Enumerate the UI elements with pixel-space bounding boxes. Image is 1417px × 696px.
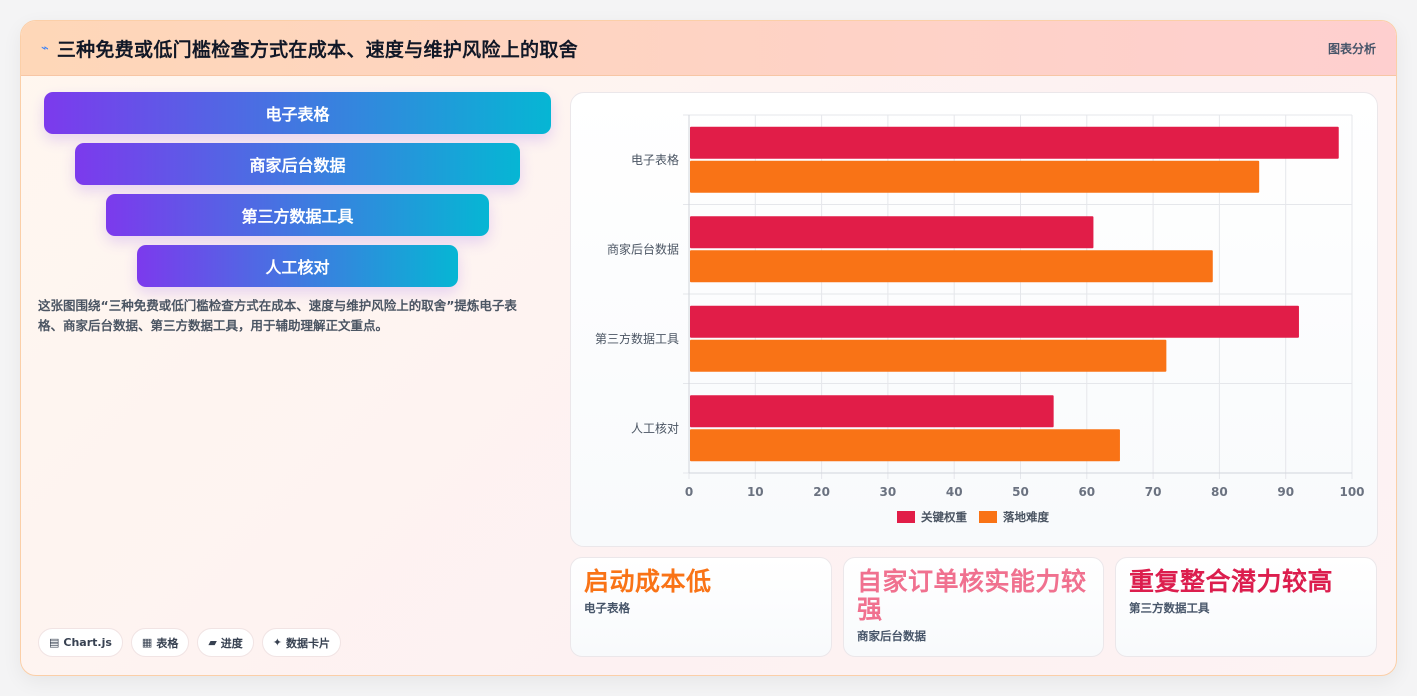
- bar-weight: [690, 126, 1339, 159]
- y-tick-label: 电子表格: [631, 152, 679, 167]
- chip-label: 进度: [220, 636, 243, 650]
- y-tick-label: 商家后台数据: [607, 241, 679, 256]
- x-tick-label: 100: [1339, 485, 1364, 499]
- chart-card: 0 10 20 30 40 50 60 70 80 90 100 电子表格商家后台数据第三方数据工具人…: [570, 92, 1378, 547]
- bar-weight: [690, 395, 1054, 428]
- kpi-card: 重复整合潜力较高 第三方数据工具: [1115, 557, 1377, 657]
- progress-icon: ▰: [208, 636, 217, 649]
- x-tick-label: 60: [1078, 485, 1095, 499]
- tech-chips: ▤ Chart.js ▦ 表格 ▰ 进度 ✦ 数据卡片: [38, 628, 342, 657]
- funnel-item: 电子表格: [44, 92, 551, 134]
- bar-difficulty: [690, 429, 1120, 462]
- legend-swatch: [979, 511, 997, 523]
- chart-icon: ▤: [49, 636, 60, 649]
- bar-difficulty: [690, 339, 1167, 372]
- header: ⌁ 三种免费或低门槛检查方式在成本、速度与维护风险上的取舍 图表分析: [21, 21, 1396, 76]
- bar-weight: [690, 216, 1094, 249]
- kpi-value: 启动成本低: [584, 567, 712, 596]
- x-tick-label: 10: [747, 485, 764, 499]
- kpi-value: 重复整合潜力较高: [1129, 567, 1334, 596]
- x-tick-label: 0: [685, 485, 693, 499]
- kpi-label: 商家后台数据: [857, 629, 926, 643]
- legend-label: 落地难度: [1003, 510, 1049, 524]
- funnel-item: 人工核对: [137, 245, 458, 287]
- x-tick-label: 70: [1145, 485, 1162, 499]
- bar-difficulty: [690, 250, 1213, 283]
- x-tick-label: 30: [880, 485, 897, 499]
- kpi-label: 第三方数据工具: [1129, 601, 1210, 615]
- bar-weight: [690, 305, 1299, 338]
- x-tick-label: 40: [946, 485, 963, 499]
- page-title: 三种免费或低门槛检查方式在成本、速度与维护风险上的取舍: [56, 38, 578, 61]
- funnel-item: 商家后台数据: [75, 143, 520, 185]
- x-tick-label: 20: [813, 485, 830, 499]
- bar-chart: 0 10 20 30 40 50 60 70 80 90 100 电子表格商家后台数据第三方数据工具人…: [595, 114, 1365, 524]
- chip-progress[interactable]: ▰ 进度: [197, 628, 254, 657]
- legend-label: 关键权重: [921, 510, 967, 524]
- kpi-label: 电子表格: [584, 601, 630, 615]
- legend-swatch: [897, 511, 915, 523]
- kpi-value: 自家订单核实能力较强: [857, 567, 1087, 624]
- funnel-item: 第三方数据工具: [106, 194, 489, 236]
- kpi-card: 自家订单核实能力较强 商家后台数据: [843, 557, 1104, 657]
- sparkle-icon: ⌁: [41, 40, 49, 56]
- chip-label: 表格: [156, 636, 179, 650]
- y-tick-label: 第三方数据工具: [595, 331, 679, 346]
- chip-label: 数据卡片: [286, 636, 331, 650]
- y-tick-label: 人工核对: [631, 421, 679, 435]
- kpi-card: 启动成本低 电子表格: [570, 557, 832, 657]
- chip-table[interactable]: ▦ 表格: [130, 628, 190, 657]
- x-tick-label: 50: [1012, 485, 1029, 499]
- chart-description: 这张图围绕“三种免费或低门槛检查方式在成本、速度与维护风险上的取舍”提炼电子表格…: [38, 298, 517, 333]
- x-tick-label: 80: [1211, 485, 1228, 499]
- x-tick-label: 90: [1277, 485, 1294, 499]
- chip-label: Chart.js: [63, 636, 112, 649]
- chip-chartjs[interactable]: ▤ Chart.js: [38, 628, 123, 657]
- bar-difficulty: [690, 160, 1260, 193]
- chart-analysis-tag: 图表分析: [1327, 41, 1376, 56]
- chip-data-card[interactable]: ✦ 数据卡片: [261, 628, 342, 657]
- title-wrap: ⌁ 三种免费或低门槛检查方式在成本、速度与维护风险上的取舍: [41, 35, 578, 62]
- table-icon: ▦: [141, 636, 153, 649]
- sparkle-icon: ✦: [272, 636, 283, 649]
